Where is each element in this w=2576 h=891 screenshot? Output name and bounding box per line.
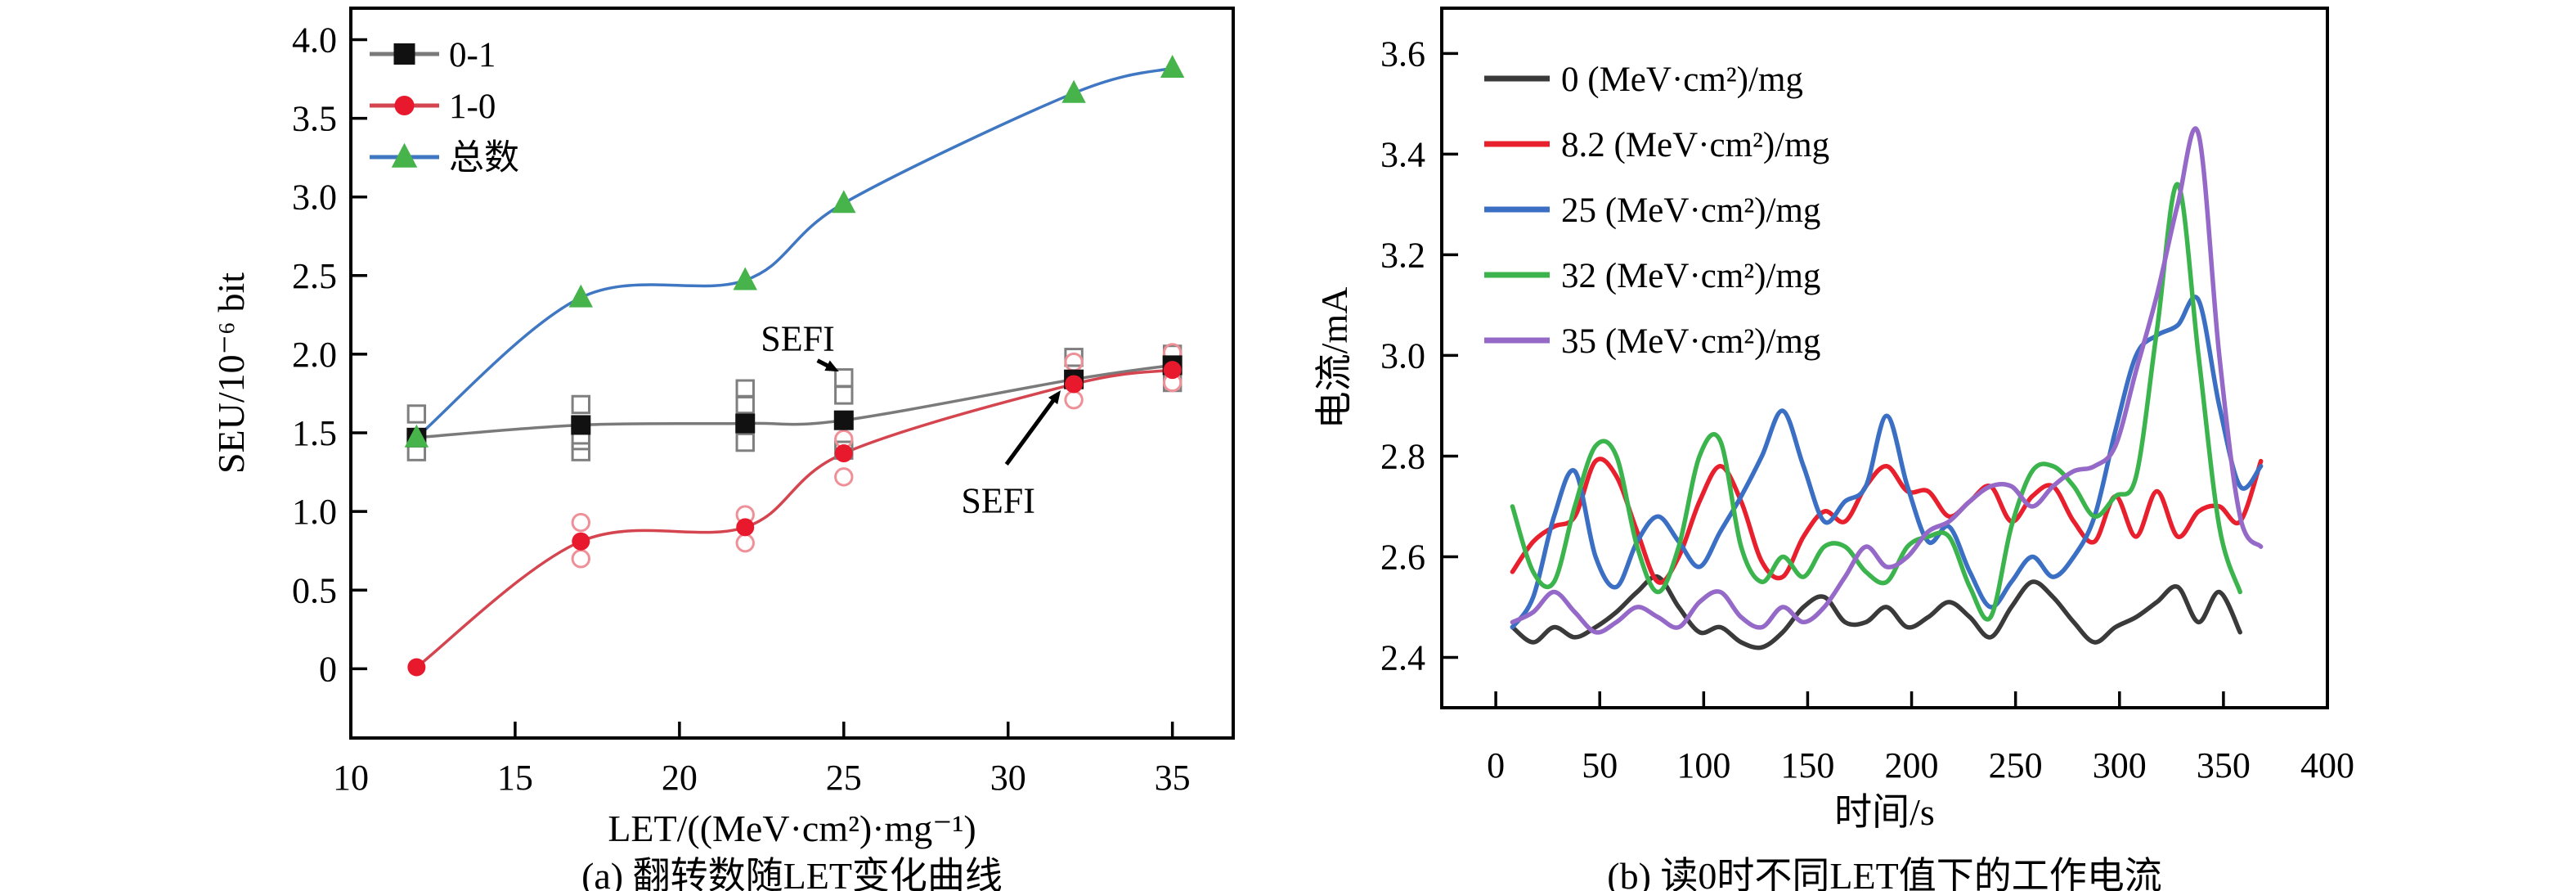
marker-1-0 <box>572 532 590 551</box>
y-tick-label: 3.2 <box>1380 235 1425 275</box>
x-axis-label: LET/((MeV·cm²)·mg⁻¹) <box>608 808 976 849</box>
x-tick-label: 50 <box>1582 745 1618 785</box>
scatter-square-open <box>571 394 591 415</box>
scatter-circle-open <box>571 549 591 569</box>
x-tick-label: 25 <box>826 758 862 798</box>
marker-0-1 <box>833 410 854 430</box>
legend-label: 32 (MeV·cm²)/mg <box>1561 257 1820 295</box>
y-axis-label: SEU/10⁻⁶ bit <box>210 272 252 474</box>
x-tick-label: 0 <box>1487 745 1505 785</box>
scatter-circle-open <box>735 533 755 553</box>
chart-current-vs-time: 0 50 100 150 200 250 300 350 400 2.4 2.6 2.8 3.0 3.2 3… <box>1313 7 2354 833</box>
series-line-1-0 <box>415 368 1174 669</box>
y-tick-label: 0.5 <box>292 570 337 610</box>
x-tick-label: 350 <box>2197 745 2251 785</box>
legend-label: 0-1 <box>449 36 496 74</box>
x-tick-label: 30 <box>990 758 1026 798</box>
scatter-square-open <box>735 394 755 415</box>
marker-1-0 <box>1065 375 1084 394</box>
series-line-0 (MeV·cm²)/mg <box>1510 574 2242 650</box>
scatter-square-open <box>735 432 755 452</box>
legend-label: 25 (MeV·cm²)/mg <box>1561 191 1820 230</box>
x-tick-label: 250 <box>1989 745 2043 785</box>
marker-1-0 <box>736 518 755 537</box>
legend-label: 35 (MeV·cm²)/mg <box>1561 322 1820 361</box>
scatter-square-open <box>834 385 854 405</box>
annotation-SEFI: SEFI <box>761 319 834 359</box>
x-tick-label: 35 <box>1155 758 1191 798</box>
caption-panel-b: (b) 读0时不同LET值下的工作电流 <box>1607 855 2162 891</box>
scatter-circle-open <box>834 467 854 487</box>
caption-panel-a: (a) 翻转数随LET变化曲线 <box>581 855 1003 891</box>
plot-area: 0 50 100 150 200 250 300 350 400 2.4 2.6 2.8 3.0 3.2 3… <box>1313 7 2354 833</box>
series-line-35 (MeV·cm²)/mg <box>1510 126 2264 635</box>
scatter-square-open <box>1064 348 1084 367</box>
marker-总数 <box>568 284 594 308</box>
scatter-square-open <box>406 404 427 424</box>
scatter-circle-open <box>571 512 591 533</box>
series-line-32 (MeV·cm²)/mg <box>1510 182 2242 622</box>
y-tick-label: 2.0 <box>292 335 337 375</box>
x-tick-label: 200 <box>1885 745 1939 785</box>
y-tick-label: 2.4 <box>1380 637 1425 677</box>
scatter-square-open <box>834 368 854 388</box>
y-tick-label: 0 <box>319 649 337 689</box>
y-tick-label: 2.5 <box>292 256 337 296</box>
marker-1-0 <box>407 658 426 677</box>
marker-1-0 <box>834 444 853 463</box>
annotation-arrow-line <box>1004 395 1058 466</box>
scatter-circle-open <box>1064 352 1084 372</box>
legend-label: 0 (MeV·cm²)/mg <box>1561 61 1803 99</box>
x-tick-label: 10 <box>333 758 369 798</box>
y-tick-label: 3.0 <box>1380 335 1425 376</box>
x-axis-label: 时间/s <box>1834 791 1935 833</box>
y-axis-label: 电流/mA <box>1313 287 1355 430</box>
plot-area: 10 15 20 25 30 35 0 0.5 1.0 1.5 2.0 2.5 3.0 3.5 4.0 LET… <box>210 7 1235 849</box>
y-tick-label: 3.0 <box>292 178 337 218</box>
chart-seu-vs-let: 10 15 20 25 30 35 0 0.5 1.0 1.5 2.0 2.5 3.0 3.5 4.0 LET… <box>210 7 1235 849</box>
legend-label: 总数 <box>449 139 519 178</box>
x-tick-label: 150 <box>1780 745 1834 785</box>
annotation-arrow-head <box>824 360 839 372</box>
y-tick-label: 2.8 <box>1380 436 1425 476</box>
marker-总数 <box>404 424 429 448</box>
scatter-square-open <box>735 379 755 398</box>
scatter-circle-open <box>1064 389 1084 410</box>
series-line-8.2 (MeV·cm²)/mg <box>1510 457 2264 585</box>
legend-label: 1-0 <box>449 88 496 126</box>
y-tick-label: 1.5 <box>292 413 337 453</box>
annotation-SEFI: SEFI <box>961 481 1034 521</box>
scatter-square-open <box>571 442 591 461</box>
marker-1-0 <box>1163 361 1182 380</box>
y-tick-label: 1.0 <box>292 492 337 532</box>
x-tick-label: 300 <box>2093 745 2147 785</box>
x-tick-label: 20 <box>662 758 698 798</box>
y-tick-label: 3.4 <box>1380 134 1425 174</box>
marker-总数 <box>1160 54 1185 78</box>
annotation-arrow-head <box>1048 390 1061 405</box>
legend-marker-1-0 <box>394 96 415 115</box>
x-tick-label: 400 <box>2300 745 2354 785</box>
series-line-0-1 <box>415 363 1174 439</box>
axes-frame <box>349 7 1235 740</box>
y-tick-label: 3.5 <box>292 99 337 139</box>
legend-marker-总数 <box>391 142 418 168</box>
legend-label: 8.2 (MeV·cm²)/mg <box>1561 126 1829 164</box>
marker-总数 <box>832 190 856 214</box>
legend: 0-1 1-0 总数 <box>370 36 519 178</box>
y-tick-label: 2.6 <box>1380 537 1425 577</box>
marker-0-1 <box>571 415 591 435</box>
scatter-square-open <box>571 430 591 451</box>
axes-frame <box>1440 7 2329 709</box>
x-tick-label: 100 <box>1676 745 1730 785</box>
marker-0-1 <box>735 413 756 434</box>
legend: 0 (MeV·cm²)/mg 8.2 (MeV·cm²)/mg 25 (MeV·cm… <box>1484 61 1829 361</box>
marker-总数 <box>733 267 757 290</box>
y-tick-label: 4.0 <box>292 20 337 60</box>
marker-总数 <box>1061 79 1086 103</box>
legend-marker-0-1 <box>393 43 415 65</box>
y-tick-label: 3.6 <box>1380 34 1425 74</box>
x-tick-label: 15 <box>497 758 533 798</box>
